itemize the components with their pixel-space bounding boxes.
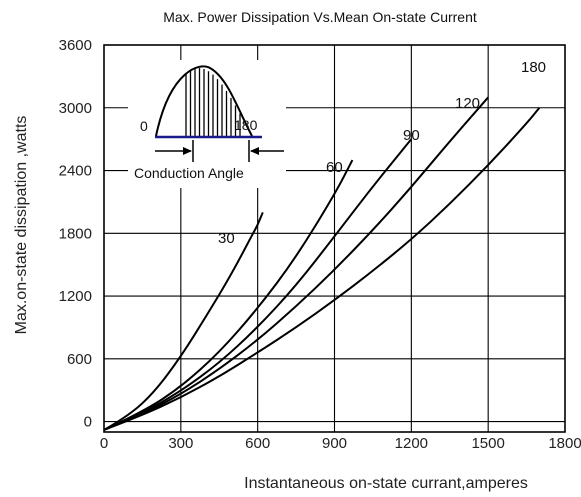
series-labels: 30 60 90 120 180 bbox=[218, 59, 546, 247]
series-label-180: 180 bbox=[521, 59, 546, 76]
x-tick-label-1200: 1200 bbox=[395, 435, 428, 452]
series-lines bbox=[103, 96, 541, 431]
series-line-120 bbox=[103, 96, 489, 431]
x-tick-label-600: 600 bbox=[245, 435, 270, 452]
x-axis-label: Instantaneous on-state currant,amperes bbox=[244, 475, 528, 492]
y-tick-label-1200: 1200 bbox=[59, 288, 92, 305]
inset-left-arrowhead bbox=[183, 147, 192, 155]
inset-start-label: 0 bbox=[140, 118, 148, 134]
inset-caption: Conduction Angle bbox=[134, 165, 244, 181]
y-tick-label-2400: 2400 bbox=[59, 163, 92, 180]
inset-end-label: 180 bbox=[234, 117, 258, 133]
series-label-60: 60 bbox=[326, 159, 343, 176]
chart-title: Max. Power Dissipation Vs.Mean On-state … bbox=[163, 9, 477, 25]
inset-waveform bbox=[155, 65, 253, 137]
series-label-30: 30 bbox=[218, 230, 235, 247]
x-tick-label-300: 300 bbox=[168, 435, 193, 452]
y-tick-label-600: 600 bbox=[67, 351, 92, 368]
series-line-30 bbox=[103, 212, 264, 431]
series-label-90: 90 bbox=[403, 127, 420, 144]
x-tick-label-0: 0 bbox=[100, 435, 108, 452]
y-tick-label-3600: 3600 bbox=[59, 37, 92, 54]
grid bbox=[104, 45, 565, 432]
y-axis-label: Max.on-state dissipation ,watts bbox=[13, 116, 30, 335]
x-tick-label-1500: 1500 bbox=[471, 435, 504, 452]
x-tick-label-900: 900 bbox=[322, 435, 347, 452]
inset-background bbox=[128, 60, 286, 188]
conduction-angle-inset: 0 180 Conduction Angle bbox=[128, 60, 286, 188]
y-tick-label-0: 0 bbox=[84, 414, 92, 431]
series-line-180 bbox=[103, 107, 541, 431]
x-tick-label-1800: 1800 bbox=[548, 435, 581, 452]
x-axis-ticks: 0 300 600 900 1200 1500 1800 bbox=[100, 435, 581, 452]
series-label-120: 120 bbox=[455, 95, 480, 112]
series-line-60 bbox=[103, 159, 354, 431]
y-tick-label-1800: 1800 bbox=[59, 225, 92, 242]
series-line-90 bbox=[103, 138, 413, 431]
y-axis-ticks: 0 600 1200 1800 2400 3000 3600 bbox=[59, 37, 92, 431]
inset-hatch bbox=[185, 68, 241, 136]
inset-right-arrowhead bbox=[250, 147, 259, 155]
y-tick-label-3000: 3000 bbox=[59, 100, 92, 117]
